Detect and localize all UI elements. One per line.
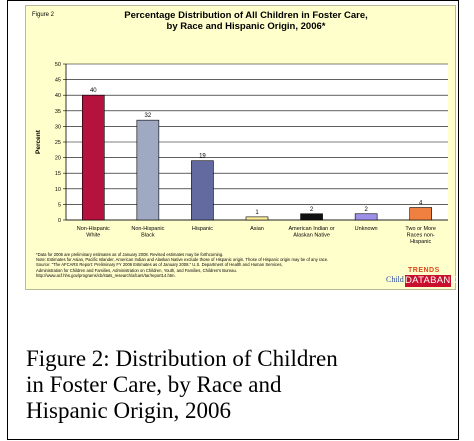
bar-value-label: 40 bbox=[90, 88, 97, 94]
y-axis-label: Percent bbox=[35, 129, 42, 154]
bar bbox=[409, 207, 433, 221]
x-category-label: American Indian or bbox=[288, 226, 334, 232]
figure-caption: Figure 2: Distribution of Children in Fo… bbox=[26, 346, 456, 424]
bar bbox=[354, 213, 378, 221]
x-category-label: Hispanic bbox=[410, 239, 431, 245]
x-category-label: Two or More bbox=[405, 226, 436, 232]
y-tick-label: 25 bbox=[55, 140, 61, 146]
bar-value-label: 4 bbox=[419, 201, 423, 207]
y-tick-label: 50 bbox=[55, 62, 61, 68]
x-category-label: White bbox=[86, 233, 100, 239]
bar-value-label: 32 bbox=[145, 113, 152, 119]
bar-value-label: 2 bbox=[364, 207, 368, 213]
bar bbox=[81, 94, 105, 221]
y-tick-label: 20 bbox=[55, 156, 61, 162]
y-tick-label: 35 bbox=[55, 109, 61, 115]
bar-chart: 0 5 10 15 20 25 30 35 40 45 50 Percent 40 Non-Hispani… bbox=[35, 62, 448, 245]
caption-line-1: Figure 2: Distribution of Children bbox=[26, 346, 338, 371]
logo-child-text: Child bbox=[386, 275, 404, 284]
figure-frame: Figure 2 Percentage Distribution of All … bbox=[7, 0, 459, 440]
y-tick-label: 45 bbox=[55, 78, 61, 84]
note-line: *Data for 2006 are preliminary estimates… bbox=[36, 252, 224, 257]
note-line: http://www.acf.hhs.gov/programs/cb/stats… bbox=[36, 272, 176, 278]
bar bbox=[300, 213, 323, 221]
y-tick-label: 10 bbox=[55, 187, 61, 193]
x-category-label: Non-Hispanic bbox=[131, 226, 164, 232]
y-tick-label: 15 bbox=[55, 171, 61, 177]
x-category-label: Races non- bbox=[407, 233, 435, 239]
x-category-label: Alaskan Native bbox=[293, 233, 330, 239]
bar-value-label: 2 bbox=[310, 207, 314, 213]
bar bbox=[191, 160, 214, 221]
chart-notes: *Data for 2006 are preliminary estimates… bbox=[36, 252, 396, 278]
y-tick-label: 0 bbox=[58, 218, 61, 224]
chart-title: Percentage Distribution of All Children … bbox=[86, 10, 406, 32]
bar-value-label: 19 bbox=[199, 154, 206, 160]
x-category-label: Black bbox=[141, 233, 155, 239]
note-line: Administration for Children and Families… bbox=[36, 267, 237, 273]
bar bbox=[136, 119, 160, 221]
x-category-label: Non-Hispanic bbox=[77, 226, 110, 232]
y-tick-label: 5 bbox=[58, 202, 61, 208]
x-category-label: Unknown bbox=[355, 226, 378, 232]
y-tick-label: 30 bbox=[55, 124, 61, 130]
y-tick-label: 40 bbox=[55, 93, 61, 99]
chart-slide: Figure 2 Percentage Distribution of All … bbox=[25, 5, 458, 290]
caption-line-3: Hispanic Origin, 2006 bbox=[26, 398, 232, 423]
figure-label: Figure 2 bbox=[32, 12, 55, 18]
chart-title-line-2: by Race and Hispanic Origin, 2006* bbox=[166, 21, 326, 32]
x-category-label: Asian bbox=[250, 226, 264, 232]
logo-databank-text: DATABANK bbox=[405, 275, 458, 287]
logo-trends-text: TRENDS bbox=[408, 267, 440, 274]
child-trends-databank-logo: Child TRENDS DATABANK bbox=[386, 267, 458, 287]
caption-line-2: in Foster Care, by Race and bbox=[26, 372, 282, 397]
x-category-label: Hispanic bbox=[192, 226, 213, 232]
bar bbox=[245, 216, 269, 221]
note-line: Note: Estimates for Asian, Pacific Islan… bbox=[36, 257, 329, 263]
chart-title-line-1: Percentage Distribution of All Children … bbox=[124, 10, 368, 21]
bar-value-label: 1 bbox=[255, 210, 259, 216]
note-line: Source: "The AFCARS Report: Preliminary … bbox=[36, 262, 283, 268]
